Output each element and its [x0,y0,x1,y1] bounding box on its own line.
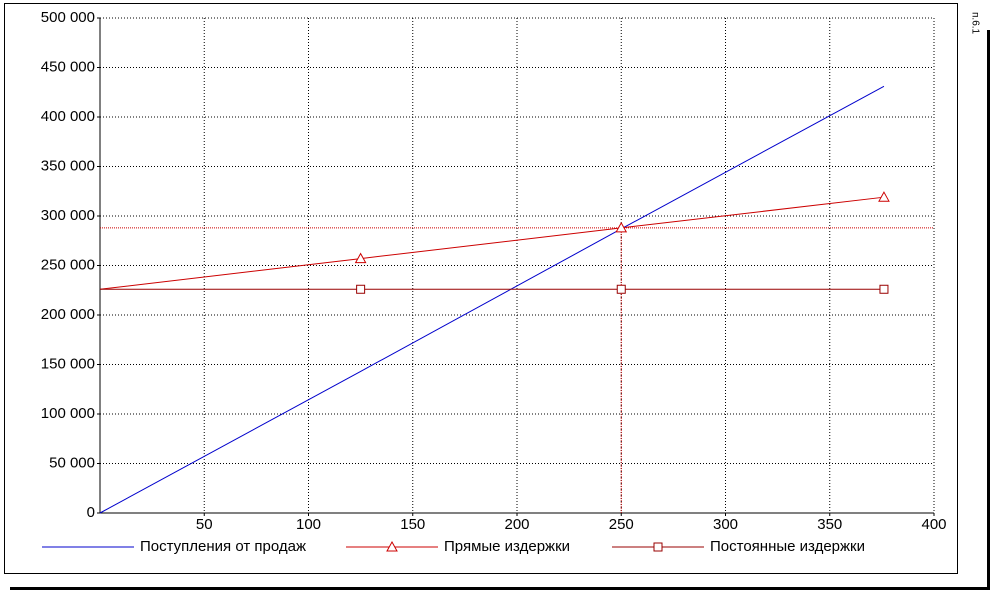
x-tick-label: 200 [504,516,529,533]
x-tick-label: 350 [817,516,842,533]
side-label: п.6.1 [969,12,980,35]
y-tick-label: 150 000 [41,355,95,372]
x-tick-label: 300 [713,516,738,533]
y-tick-label: 300 000 [41,207,95,224]
x-tick-label: 400 [921,516,946,533]
marker [616,284,626,294]
marker [878,191,890,202]
marker [615,221,628,233]
x-tick-label: 150 [400,516,425,533]
series-line [99,196,885,290]
legend-label: Поступления от продаж [140,538,306,555]
y-tick-label: 500 000 [41,9,95,26]
x-tick-label: 250 [609,516,634,533]
y-tick-label: 50 000 [49,454,95,471]
y-tick-label: 350 000 [41,157,95,174]
y-tick-label: 100 000 [41,405,95,422]
marker [356,284,366,294]
marker [354,252,367,264]
marker [653,542,663,552]
y-tick-label: 400 000 [41,108,95,125]
y-tick-label: 450 000 [41,58,95,75]
series-line [99,85,885,514]
x-tick-label: 100 [296,516,321,533]
marker [386,540,398,552]
marker [879,284,889,294]
frame [4,3,958,574]
y-tick-label: 250 000 [41,256,95,273]
x-tick-label: 50 [196,516,213,533]
y-tick-label: 0 [87,504,95,521]
legend-label: Постоянные издержки [710,538,865,555]
legend-label: Прямые издержки [444,538,570,555]
y-tick-label: 200 000 [41,306,95,323]
